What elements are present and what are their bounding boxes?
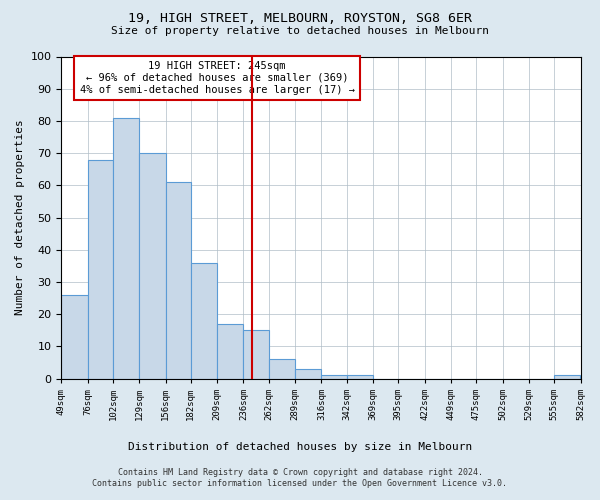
Bar — [269, 360, 295, 378]
Bar — [217, 324, 244, 378]
Text: Distribution of detached houses by size in Melbourn: Distribution of detached houses by size … — [128, 442, 472, 452]
Bar — [244, 330, 269, 378]
Y-axis label: Number of detached properties: Number of detached properties — [15, 120, 25, 316]
Text: Size of property relative to detached houses in Melbourn: Size of property relative to detached ho… — [111, 26, 489, 36]
Bar — [295, 369, 322, 378]
Bar — [322, 376, 347, 378]
Bar — [347, 376, 373, 378]
Bar — [139, 153, 166, 378]
Bar — [88, 160, 113, 378]
Text: 19, HIGH STREET, MELBOURN, ROYSTON, SG8 6ER: 19, HIGH STREET, MELBOURN, ROYSTON, SG8 … — [128, 12, 472, 26]
Bar — [61, 295, 88, 378]
Bar — [113, 118, 139, 378]
Bar — [166, 182, 191, 378]
Text: 19 HIGH STREET: 245sqm
← 96% of detached houses are smaller (369)
4% of semi-det: 19 HIGH STREET: 245sqm ← 96% of detached… — [80, 62, 355, 94]
Text: Contains HM Land Registry data © Crown copyright and database right 2024.
Contai: Contains HM Land Registry data © Crown c… — [92, 468, 508, 487]
Bar — [554, 376, 580, 378]
Bar — [191, 262, 217, 378]
